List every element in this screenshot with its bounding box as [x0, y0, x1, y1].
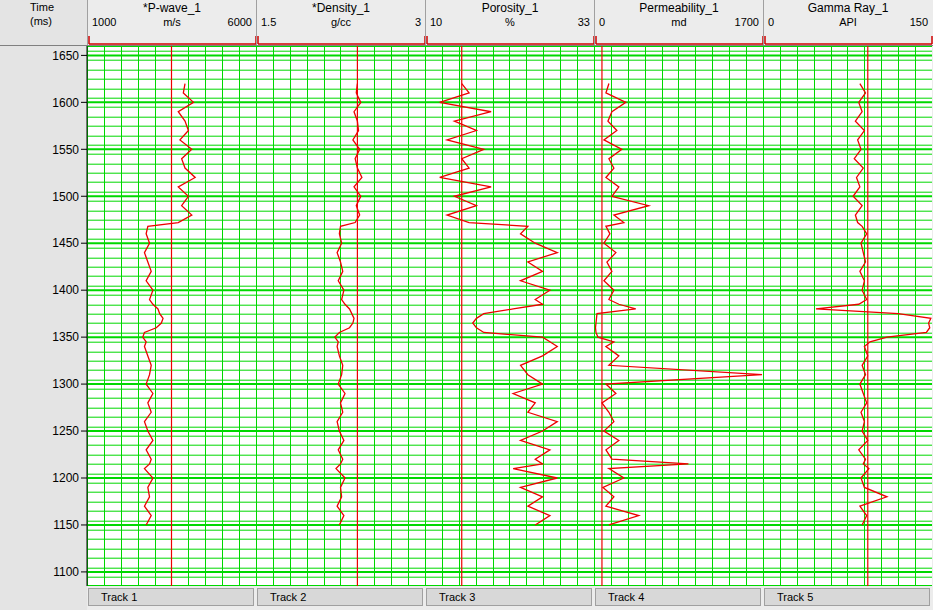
html-text:md: md: [671, 16, 687, 28]
html-text:Track 4: Track 4: [608, 591, 645, 603]
html-text:m/s: m/s: [163, 16, 181, 28]
html-text:Track 2: Track 2: [270, 591, 307, 603]
html-text:6000: 6000: [227, 16, 252, 28]
html-text:(ms): (ms): [30, 15, 52, 27]
html-text:g/cc: g/cc: [330, 16, 352, 28]
svg-text:1100: 1100: [53, 565, 79, 579]
svg-text:1350: 1350: [52, 330, 79, 344]
html-text:1.5: 1.5: [261, 16, 277, 28]
html-text:150: 150: [909, 16, 928, 28]
svg-text:1150: 1150: [53, 518, 79, 532]
html-text:0: 0: [599, 16, 606, 28]
html-text:Time: Time: [30, 1, 54, 13]
svg-text:1300: 1300: [52, 377, 79, 391]
html-text:Porosity_1: Porosity_1: [481, 1, 539, 15]
svg-text:1550: 1550: [52, 143, 79, 157]
html-text:Track 1: Track 1: [101, 591, 138, 603]
svg-text:1200: 1200: [52, 471, 79, 485]
html-text:Track 5: Track 5: [777, 591, 814, 603]
svg-text:1650: 1650: [52, 49, 79, 63]
html-text:Gamma Ray_1: Gamma Ray_1: [807, 1, 889, 15]
html-text:API: API: [839, 16, 857, 28]
html-text:10: 10: [430, 16, 443, 28]
svg-text:1600: 1600: [52, 96, 79, 110]
html-text:0: 0: [768, 16, 775, 28]
html-text:3: 3: [414, 16, 421, 28]
html-text:Permeability_1: Permeability_1: [639, 1, 719, 15]
svg-text:1250: 1250: [52, 424, 79, 438]
html-text:*Density_1: *Density_1: [312, 1, 370, 15]
svg-text:1500: 1500: [52, 190, 79, 204]
svg-text:1400: 1400: [52, 283, 79, 297]
html-text:*P-wave_1: *P-wave_1: [143, 1, 201, 15]
html-text:1700: 1700: [734, 16, 759, 28]
html-text:33: 33: [577, 16, 590, 28]
html-text:Track 3: Track 3: [439, 591, 476, 603]
svg-text:1450: 1450: [52, 236, 79, 250]
html-text:1000: 1000: [92, 16, 117, 28]
